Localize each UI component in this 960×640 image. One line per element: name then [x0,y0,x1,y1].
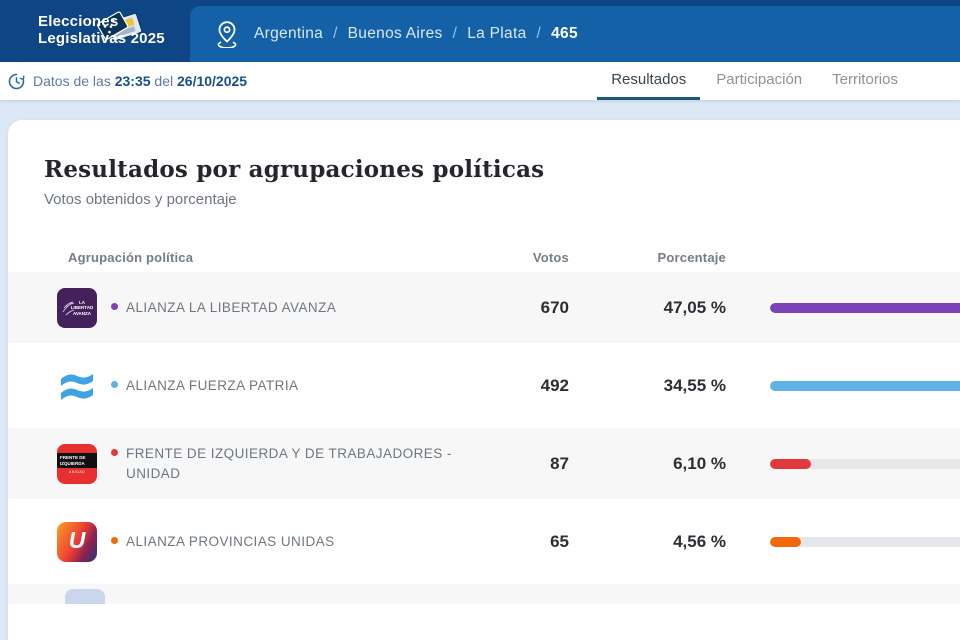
result-bar-track [770,458,960,469]
tab-participacion[interactable]: Participación [716,71,803,88]
result-bar-track [770,380,960,391]
result-bar-fill [770,536,801,547]
breadcrumb-city[interactable]: La Plata [467,25,527,42]
la-libertad-avanza-logo: LA LIBERTAD AVANZA [57,287,97,328]
frente-izquierda-logo: FRENTE DE IZQUIERDA UNIDAD [57,443,97,484]
percent-value: 4,56 % [673,531,726,551]
votes-value: 670 [540,297,569,317]
result-bar-fill [770,302,960,313]
page-title: Resultados por agrupaciones políticas [44,156,545,183]
result-bar-fill [770,458,812,469]
votes-value: 65 [550,531,569,551]
top-header: Elecciones Legislativas 2025 Argentina / [0,0,960,62]
party-name: ALIANZA FUERZA PATRIA [126,377,299,393]
breadcrumb-separator: / [333,25,338,42]
site-logo[interactable]: Elecciones Legislativas 2025 [0,0,190,62]
breadcrumb-district[interactable]: 465 [551,25,578,42]
clock-refresh-icon [8,73,25,89]
breadcrumb: Argentina / Buenos Aires / La Plata / 46… [254,25,578,43]
breadcrumb-panel: Argentina / Buenos Aires / La Plata / 46… [190,6,960,62]
result-row-partial[interactable] [8,584,960,604]
result-row[interactable]: LA LIBERTAD AVANZA ALIANZA LA LIBERTAD A… [8,272,960,343]
column-header-votes: Votos [532,249,569,265]
page-subtitle: Votos obtenidos y porcentaje [44,191,237,208]
result-bar-track [770,302,960,313]
timestamp-date: 26/10/2025 [177,73,248,89]
results-card: Resultados por agrupaciones políticas Vo… [8,120,960,640]
party-bullet [111,380,118,388]
breadcrumb-province[interactable]: Buenos Aires [347,25,443,42]
column-header-party: Agrupación política [68,249,194,265]
timestamp-time: 23:35 [114,73,151,89]
site-logo-text: Elecciones Legislativas 2025 [38,13,165,48]
party-name: ALIANZA LA LIBERTAD AVANZA [126,299,337,315]
partial-party-logo [65,589,105,604]
result-row[interactable]: ALIANZA FUERZA PATRIA 492 34,55 % [8,350,960,421]
ballot-icon [97,11,143,42]
status-bar: Datos de las 23:35 del 26/10/2025 Result… [0,62,960,100]
result-row[interactable]: FRENTE DE IZQUIERDA UNIDAD FRENTE DE IZQ… [8,428,960,499]
percent-value: 34,55 % [663,375,726,395]
tab-bar: Resultados Participación Territorios [595,62,960,100]
party-bullet [111,302,118,310]
party-name: FRENTE DE IZQUIERDA Y DE TRABAJADORES - … [126,445,452,481]
tab-territorios[interactable]: Territorios [832,71,898,88]
timestamp-connector: del [154,73,174,89]
result-bar-track [770,536,960,547]
party-bullet [111,448,118,456]
location-pin-icon [217,21,237,48]
percent-value: 6,10 % [673,453,726,473]
result-row[interactable]: U ALIANZA PROVINCIAS UNIDAS 65 4,56 % [8,506,960,577]
percent-value: 47,05 % [663,297,726,317]
result-bar-fill [770,380,960,391]
party-name: ALIANZA PROVINCIAS UNIDAS [126,533,335,549]
votes-value: 87 [550,453,569,473]
fuerza-patria-logo [57,366,97,406]
data-timestamp: Datos de las 23:35 del 26/10/2025 [0,62,247,100]
votes-value: 492 [540,375,569,395]
tab-resultados[interactable]: Resultados [597,62,701,100]
breadcrumb-country[interactable]: Argentina [254,25,324,42]
breadcrumb-separator: / [452,25,458,42]
column-header-percent: Porcentaje [657,249,726,265]
provincias-unidas-logo: U [57,521,97,562]
party-bullet [111,536,118,544]
breadcrumb-separator: / [536,25,542,42]
table-header: Agrupación política Votos Porcentaje [8,242,960,272]
timestamp-prefix: Datos de las [33,73,111,89]
